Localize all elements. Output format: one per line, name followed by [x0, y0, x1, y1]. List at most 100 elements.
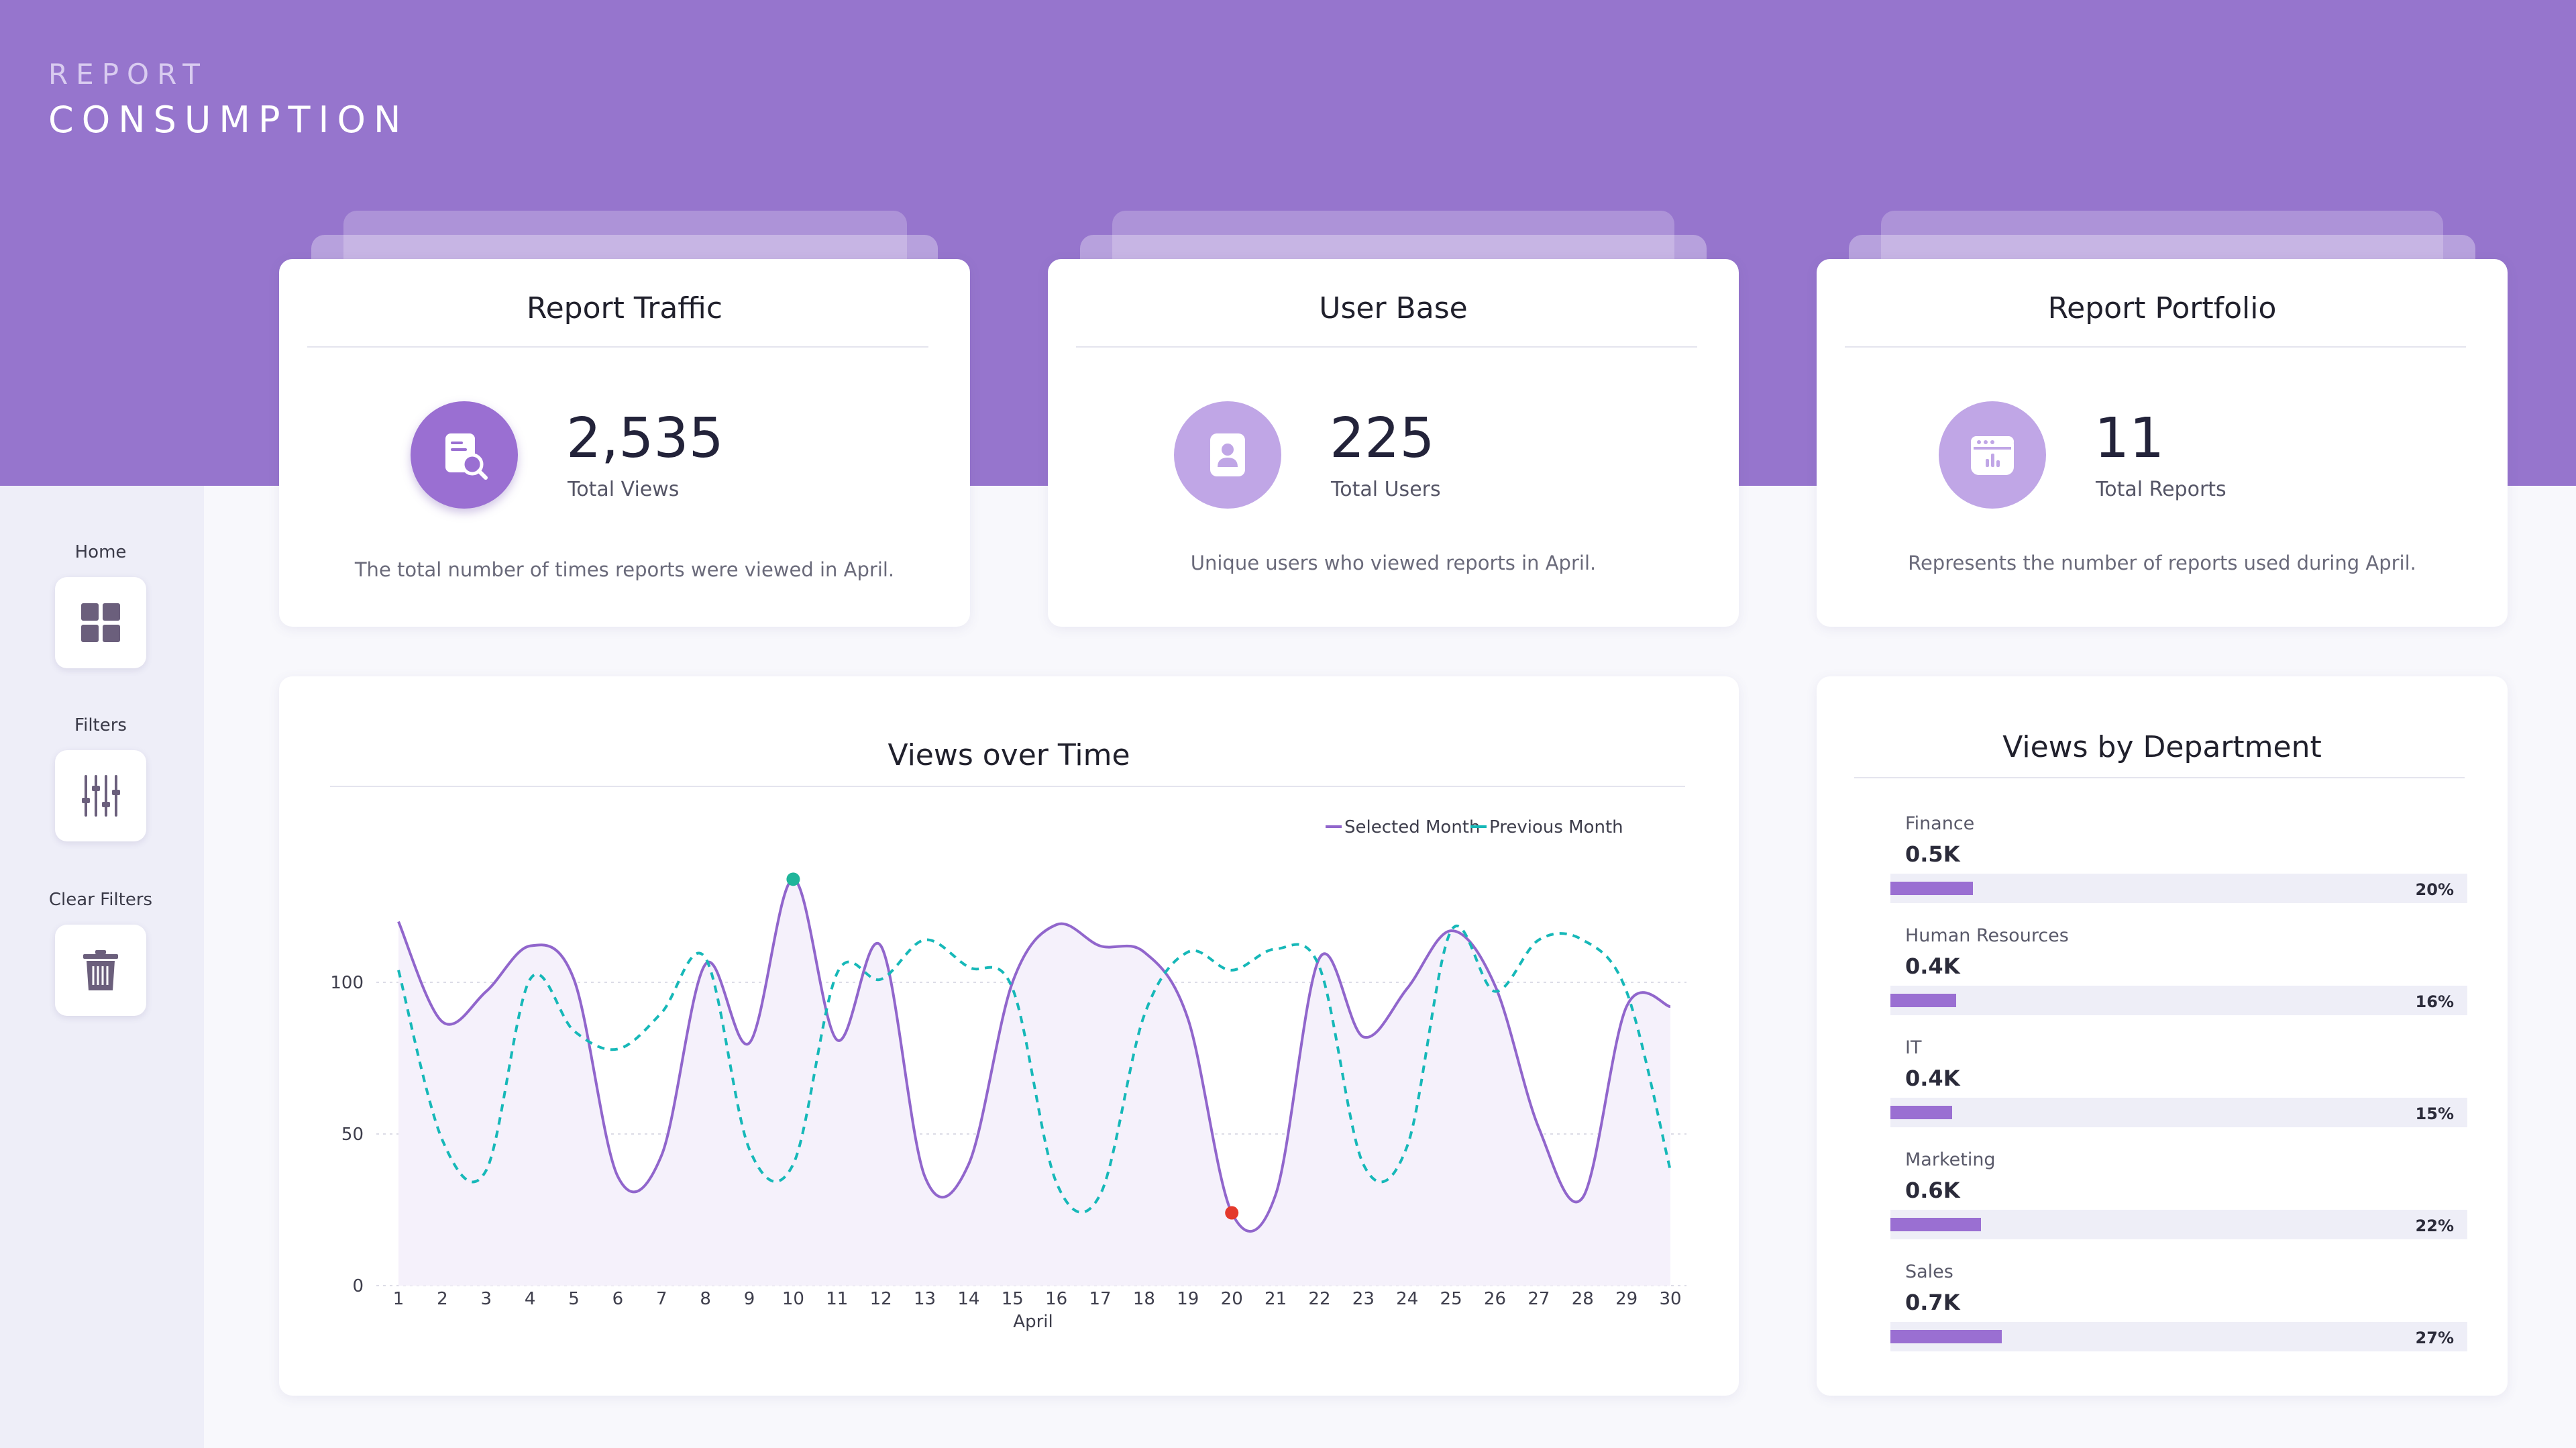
kpi-label: Total Reports	[2096, 478, 2226, 501]
clear-filters-button[interactable]	[55, 925, 146, 1016]
x-tick-label: 11	[826, 1289, 848, 1309]
nav-clear-filters: Clear Filters	[0, 890, 201, 1016]
user-icon	[1210, 433, 1245, 476]
sliders-icon	[82, 775, 120, 817]
kpi-icon-badge	[411, 401, 518, 509]
x-tick-label: 8	[700, 1289, 711, 1309]
x-tick-label: 12	[870, 1289, 892, 1309]
x-tick-label: 28	[1572, 1289, 1594, 1309]
x-tick-label: 6	[612, 1289, 624, 1309]
y-tick-label: 50	[341, 1125, 364, 1145]
kpi-value: 225	[1330, 407, 1435, 470]
filters-button[interactable]	[55, 750, 146, 841]
dept-bar-track: 15%	[1890, 1098, 2467, 1127]
dept-bar-fill	[1890, 994, 1957, 1007]
dept-name: Human Resources	[1905, 925, 2069, 946]
nav-clear-filters-label: Clear Filters	[48, 890, 153, 910]
x-tick-label: 1	[393, 1289, 405, 1309]
dept-pct: 22%	[2415, 1217, 2454, 1235]
views-by-department-card: Views by Department Finance 0.5K 20% Hum…	[1817, 676, 2508, 1396]
x-tick-label: 17	[1089, 1289, 1112, 1309]
x-tick-label: 25	[1440, 1289, 1462, 1309]
x-tick-label: 27	[1527, 1289, 1550, 1309]
dept-name: Finance	[1905, 813, 1975, 834]
brand-title: CONSUMPTION	[48, 99, 409, 141]
dept-row-finance[interactable]: Finance 0.5K 20%	[1890, 813, 2467, 907]
dept-pct: 15%	[2415, 1104, 2454, 1123]
nav-filters-label: Filters	[74, 715, 127, 735]
dept-value: 0.4K	[1905, 953, 1960, 979]
y-tick-label: 100	[330, 973, 364, 993]
x-tick-label: 24	[1396, 1289, 1418, 1309]
x-tick-label: 7	[656, 1289, 667, 1309]
dept-value: 0.6K	[1905, 1178, 1960, 1203]
dept-name: IT	[1905, 1037, 1922, 1058]
x-tick-label: 26	[1484, 1289, 1506, 1309]
x-tick-label: 15	[1002, 1289, 1024, 1309]
x-tick-label: 21	[1265, 1289, 1287, 1309]
kpi-description: Represents the number of reports used du…	[1908, 552, 2416, 574]
nav-home-label: Home	[74, 542, 127, 562]
kpi-label: Total Users	[1331, 478, 1441, 501]
x-axis-label: April	[1013, 1312, 1053, 1332]
dept-title: Views by Department	[2002, 730, 2322, 764]
x-tick-label: 4	[525, 1289, 536, 1309]
x-tick-label: 13	[914, 1289, 936, 1309]
dept-bar-fill	[1890, 1106, 1953, 1119]
kpi-description: Unique users who viewed reports in April…	[1190, 552, 1597, 574]
divider	[1845, 346, 2466, 348]
dept-bar-fill	[1890, 1330, 2002, 1343]
kpi-value: 11	[2094, 407, 2165, 470]
series-line-selected	[397, 878, 1671, 1233]
x-tick-label: 3	[480, 1289, 492, 1309]
x-tick-label: 14	[957, 1289, 979, 1309]
dept-row-it[interactable]: IT 0.4K 15%	[1890, 1037, 2467, 1131]
grid-icon	[81, 603, 120, 642]
x-tick-label: 20	[1221, 1289, 1243, 1309]
kpi-card-user-base: User Base 225 Total Users Unique users w…	[1048, 259, 1739, 627]
report-search-icon	[445, 433, 488, 480]
dept-bar-track: 16%	[1890, 986, 2467, 1015]
kpi-value: 2,535	[566, 407, 724, 470]
chart-legend: Selected Month Previous Month	[1326, 817, 1623, 837]
kpi-description: The total number of times reports were v…	[354, 558, 895, 581]
card-stack-decoration	[1881, 211, 2443, 264]
nav-home: Home	[0, 542, 201, 668]
x-tick-label: 5	[568, 1289, 580, 1309]
dept-pct: 27%	[2415, 1329, 2454, 1347]
divider	[307, 346, 928, 348]
x-tick-label: 16	[1045, 1289, 1067, 1309]
x-tick-label: 29	[1615, 1289, 1638, 1309]
y-tick-label: 0	[352, 1276, 364, 1296]
x-tick-label: 19	[1177, 1289, 1199, 1309]
brand: REPORT CONSUMPTION	[48, 58, 409, 141]
calendar-chart-icon	[1971, 436, 2014, 475]
legend-selected-label: Selected Month	[1344, 817, 1480, 837]
x-tick-label: 18	[1133, 1289, 1155, 1309]
dept-row-marketing[interactable]: Marketing 0.6K 22%	[1890, 1149, 2467, 1243]
x-tick-label: 9	[744, 1289, 755, 1309]
kpi-title: User Base	[1319, 291, 1468, 325]
x-tick-label: 30	[1659, 1289, 1681, 1309]
dept-bar-fill	[1890, 882, 1973, 895]
dept-row-sales[interactable]: Sales 0.7K 27%	[1890, 1261, 2467, 1355]
kpi-title: Report Traffic	[526, 291, 723, 325]
kpi-card-report-traffic: Report Traffic 2,535 Total Views The tot…	[279, 259, 970, 627]
dept-bar-track: 20%	[1890, 874, 2467, 903]
divider	[1854, 777, 2465, 778]
x-tick-label: 23	[1352, 1289, 1375, 1309]
chart-title: Views over Time	[888, 738, 1130, 772]
x-tick-label: 2	[437, 1289, 448, 1309]
x-tick-label: 10	[782, 1289, 804, 1309]
dept-bar-fill	[1890, 1218, 1982, 1231]
dept-pct: 16%	[2415, 992, 2454, 1011]
dept-pct: 20%	[2415, 880, 2454, 899]
home-button[interactable]	[55, 577, 146, 668]
legend-previous-label: Previous Month	[1489, 817, 1623, 837]
highlight-marker	[786, 872, 800, 886]
views-over-time-card: Views over Time Selected Month Previous …	[279, 676, 1739, 1396]
dept-value: 0.7K	[1905, 1290, 1960, 1315]
nav-filters: Filters	[0, 715, 201, 841]
dept-row-human-resources[interactable]: Human Resources 0.4K 16%	[1890, 925, 2467, 1019]
